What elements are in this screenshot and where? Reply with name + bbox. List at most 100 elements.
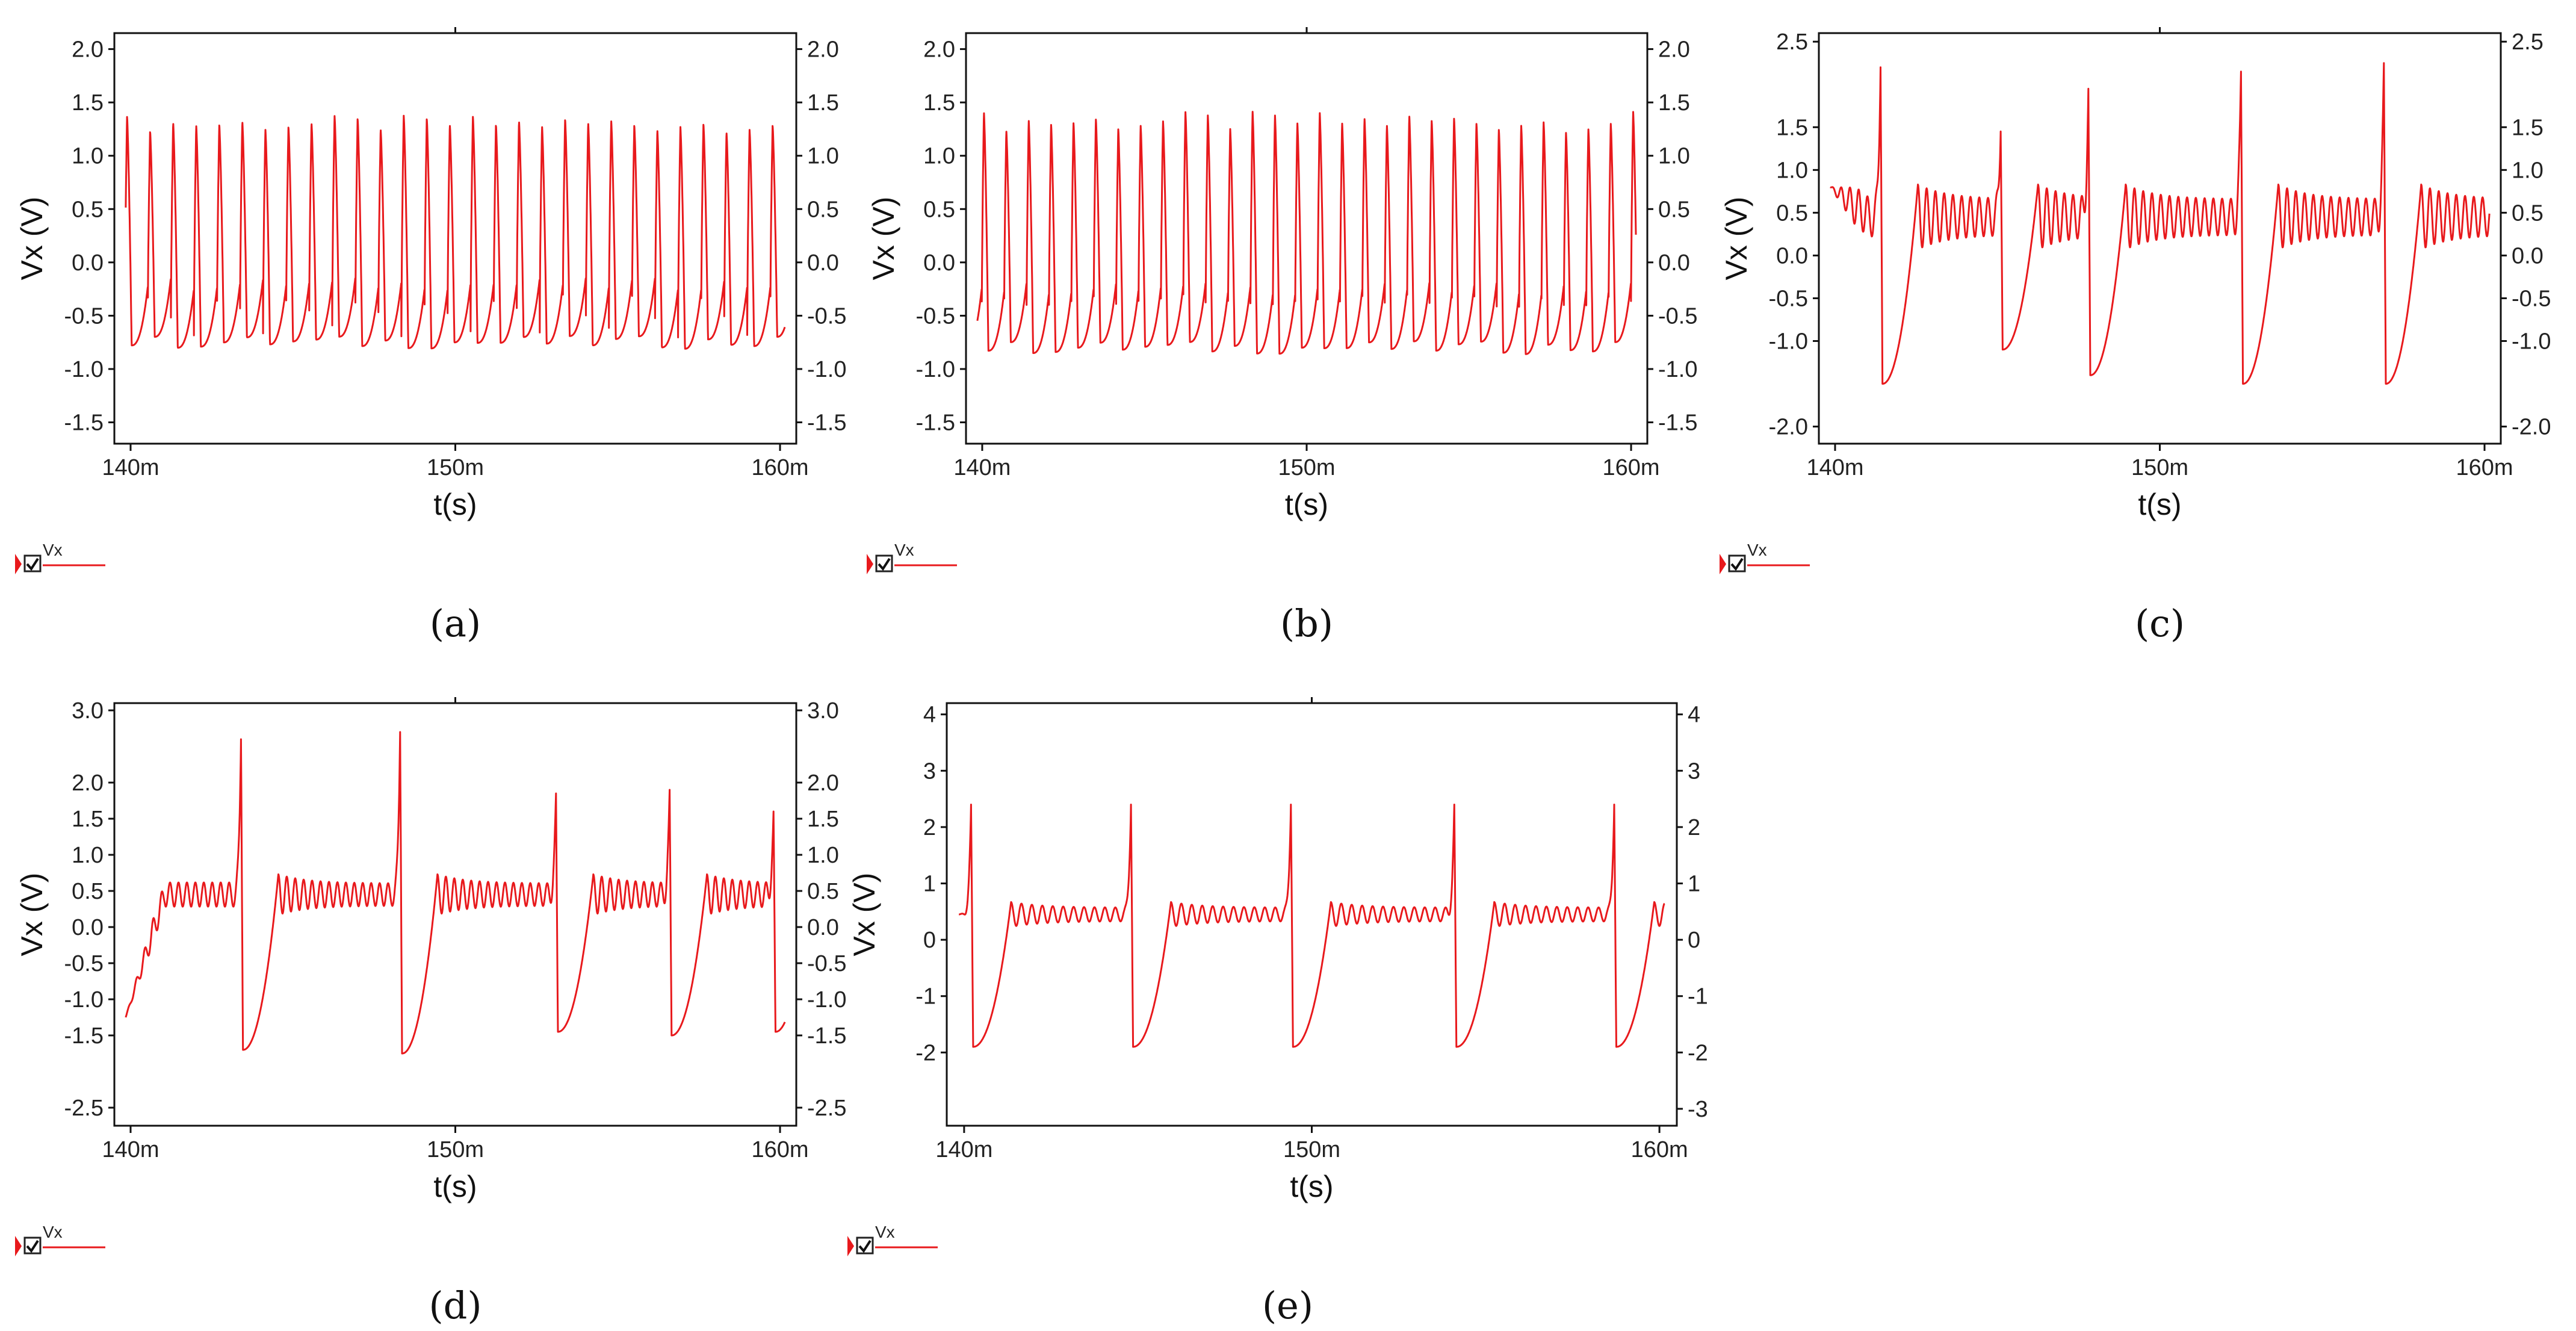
y-tick-label-left: 0.5 [1776,200,1808,226]
y-tick-label-right: -1.5 [1658,411,1697,436]
y-tick-label-left: -2.0 [1769,415,1808,440]
y-tick-label-left: 0.5 [923,197,955,222]
x-tick-label: 160m [1631,1137,1688,1162]
panel-caption: (a) [430,601,481,645]
y-axis-label: Vx (V) [15,873,49,957]
series-line-vx [125,731,786,1055]
y-tick-label-left: -0.5 [64,303,104,329]
y-tick-label-left: 2.5 [1776,29,1808,55]
y-tick-label-right: -1.0 [2512,329,2551,355]
legend[interactable]: Vx [867,541,957,574]
chart-panel-a: 140m 150m 160m 2.0 1.5 1.0 0.5 0.0 -0.5 -1.0 -1.5 2… [15,27,846,645]
y-tick-label-right: 0.5 [1658,197,1690,222]
y-tick-label-left: -2 [915,1040,936,1066]
legend-label: Vx [894,541,914,559]
x-tick-label: 140m [102,1137,159,1162]
legend[interactable]: Vx [15,541,105,574]
y-tick-label-left: -1.5 [64,411,104,436]
x-tick-label: 140m [1806,455,1863,480]
y-axis-label: Vx (V) [15,197,49,281]
x-tick-label: 150m [1278,455,1335,480]
legend[interactable]: Vx [847,1223,938,1256]
y-tick-label-left: 0.0 [1776,243,1808,268]
x-axis-label: t(s) [433,488,477,521]
y-tick-label-left: -0.5 [64,951,104,976]
series-line-vx [958,804,1665,1048]
panel-caption: (b) [1280,601,1333,645]
legend[interactable]: Vx [15,1223,105,1256]
series-line-vx [976,111,1637,355]
y-tick-label-right: 0.0 [807,915,839,940]
y-tick-label-right: -1.5 [807,411,846,436]
y-tick-label-right: 1.0 [807,144,839,169]
y-tick-label-left: -1.5 [916,411,955,436]
x-tick-label: 140m [935,1137,992,1162]
y-tick-label-right: -0.5 [1658,303,1697,329]
legend-label: Vx [875,1223,895,1241]
y-tick-label-left: 2 [923,815,936,840]
y-tick-label-right: 0.5 [2512,200,2543,226]
x-tick-label: 160m [1603,455,1660,480]
y-tick-label-left: 1.5 [72,807,104,832]
y-tick-label-right: -3 [1688,1097,1708,1122]
y-tick-label-right: 0.5 [807,197,839,222]
marker-icon [15,1236,22,1256]
y-tick-label-right: 0.0 [1658,250,1690,276]
y-tick-label-right: 0.0 [807,250,839,276]
y-tick-label-left: -1.0 [64,987,104,1013]
y-tick-label-left: 0.0 [923,250,955,276]
check-icon [26,1239,39,1253]
y-tick-label-right: 1.5 [807,807,839,832]
checkbox-checked-icon[interactable] [1728,554,1746,572]
y-tick-label-right: -0.5 [807,951,846,976]
y-tick-label-right: 0.5 [807,879,839,904]
y-axis-label: Vx (V) [1720,197,1753,281]
y-tick-label-right: 0 [1688,928,1700,953]
check-icon [878,557,891,571]
y-tick-label-right: 2.5 [2512,29,2543,55]
y-tick-label-left: 0.5 [72,197,104,222]
x-tick-label: 140m [102,455,159,480]
y-tick-label-left: 1.0 [923,144,955,169]
y-tick-label-left: -1.0 [64,357,104,382]
chart-panel-e: 140m 150m 160m 4 3 2 1 0 -1 -2 4 3 2 1 0 -1 -2 -3 t(s) Vx (… [847,697,1708,1327]
y-tick-label-left: -2.5 [64,1096,104,1121]
marker-icon [847,1236,854,1256]
y-tick-label-left: -1.5 [64,1023,104,1049]
series-line-vx [125,114,786,350]
y-tick-label-right: -0.5 [2512,286,2551,311]
x-axis-label: t(s) [2138,488,2181,521]
marker-icon [867,554,873,574]
y-tick-label-right: 4 [1688,703,1700,728]
y-tick-label-right: 1.0 [2512,158,2543,183]
y-tick-label-left: -0.5 [916,303,955,329]
y-tick-label-right: 2.0 [1658,37,1690,63]
y-axis-label: Vx (V) [867,197,900,281]
x-tick-label: 150m [427,1137,484,1162]
y-tick-label-right: 1.5 [2512,115,2543,140]
legend-label: Vx [43,541,63,559]
panel-caption: (e) [1262,1283,1313,1327]
y-tick-label-right: -1.0 [1658,357,1697,382]
series-line-vx [1829,62,2491,385]
y-tick-label-left: -1.0 [916,357,955,382]
y-axis-label: Vx (V) [847,873,881,957]
plot-frame [113,702,797,1127]
y-tick-label-right: -2 [1688,1040,1708,1066]
y-tick-label-right: 2.0 [807,37,839,63]
y-tick-label-right: 1.0 [1658,144,1690,169]
y-tick-label-right: 1.5 [1658,90,1690,116]
chart-panel-d: 140m 150m 160m 3.0 2.0 1.5 1.0 0.5 0.0 -0.5 -1.0 -1… [15,697,846,1327]
y-tick-label-right: 0.0 [2512,243,2543,268]
y-tick-label-left: 1.0 [1776,158,1808,183]
x-tick-label: 160m [2456,455,2513,480]
y-tick-label-left: 1.5 [923,90,955,116]
x-axis-label: t(s) [1290,1170,1333,1203]
legend[interactable]: Vx [1720,541,1810,574]
y-tick-label-right: -2.0 [2512,415,2551,440]
x-tick-label: 150m [2131,455,2188,480]
y-tick-label-right: 2 [1688,815,1700,840]
x-tick-label: 160m [751,1137,808,1162]
y-tick-label-left: 2.0 [72,37,104,63]
